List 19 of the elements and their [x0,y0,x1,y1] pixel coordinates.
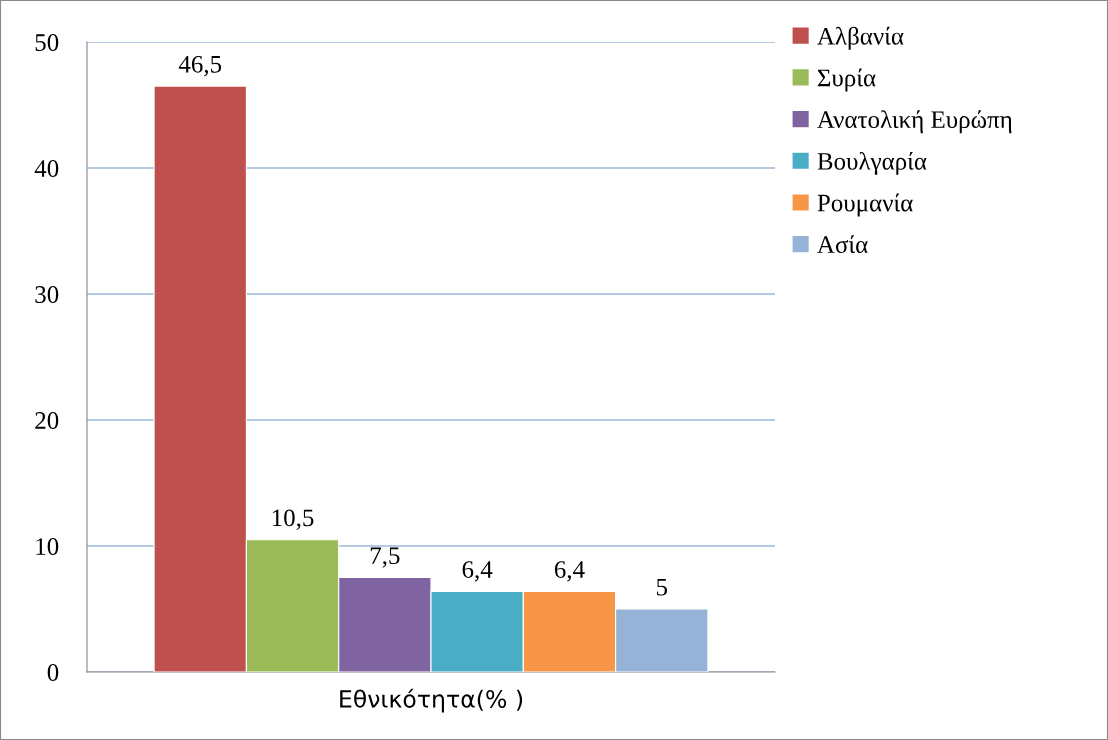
y-tick-label: 10 [36,538,59,555]
legend-label: Ρουμανία [817,193,913,217]
legend-label: Συρία [817,68,876,92]
legend-label: Αλβανία [817,26,904,50]
data-label: 10,5 [272,509,314,530]
legend-label: Ασία [817,235,868,254]
x-tick-label: Εθνικότητα(% ) [340,688,523,713]
data-label: 46,5 [178,55,222,77]
y-tick-label: 40 [34,160,59,177]
data-label: 6,4 [462,561,493,582]
data-label: 5 [656,578,668,596]
y-tick-label: 0 [47,664,59,681]
data-label: 7,5 [370,547,400,568]
y-tick-label: 20 [35,412,59,429]
legend-label: Ανατολική Ευρώπη [817,110,1012,134]
y-tick-label: 30 [35,286,59,303]
data-label: 6,4 [554,561,585,582]
y-tick-label: 50 [35,34,59,51]
legend-label: Βουλγαρία [817,151,927,175]
